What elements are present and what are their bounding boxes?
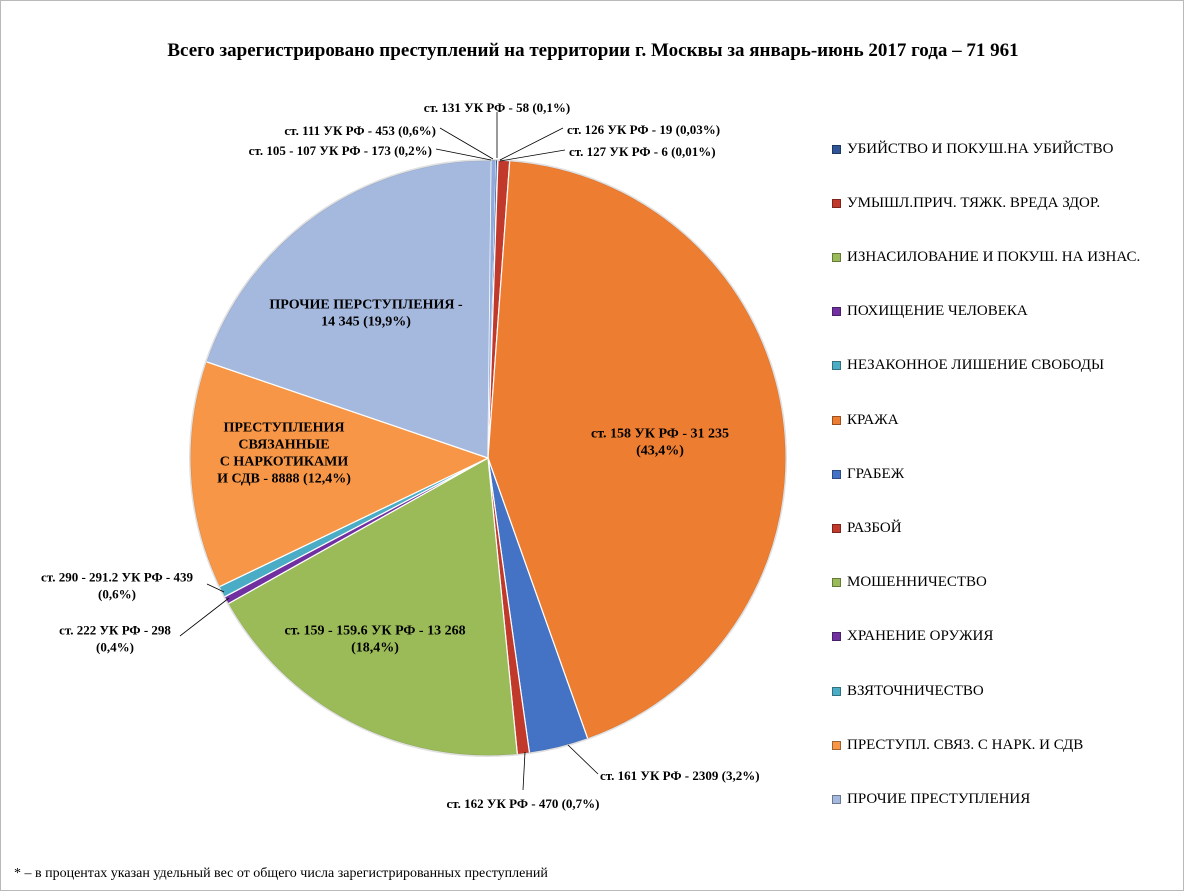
slice-label: ст. 127 УК РФ - 6 (0,01%) <box>569 144 716 159</box>
legend-label: РАЗБОЙ <box>847 519 902 536</box>
legend-item: ИЗНАСИЛОВАНИЕ И ПОКУШ. НА ИЗНАС. <box>832 247 1140 267</box>
leader-line <box>179 597 230 637</box>
chart-title: Всего зарегистрировано преступлений на т… <box>167 40 1019 61</box>
legend-item: ГРАБЕЖ <box>832 464 904 484</box>
legend-swatch <box>832 415 841 425</box>
slice-label: ст. 111 УК РФ - 453 (0,6%) <box>284 123 436 138</box>
legend-label: ИЗНАСИЛОВАНИЕ И ПОКУШ. НА ИЗНАС. <box>847 248 1141 265</box>
legend-swatch <box>832 578 841 588</box>
legend-item: ПРОЧИЕ ПРЕСТУПЛЕНИЯ <box>832 789 1030 809</box>
pie-slice <box>487 160 787 740</box>
legend-swatch <box>832 361 841 371</box>
leader-line <box>206 583 225 593</box>
leader-line <box>499 149 566 162</box>
footnote: * – в процентах указан удельный вес от о… <box>14 866 548 881</box>
slice-label: ст. 162 УК РФ - 470 (0,7%) <box>446 796 599 811</box>
leader-line <box>499 127 564 161</box>
pie-slice <box>189 360 490 588</box>
slice-label: ст. 158 УК РФ - 31 235 (43,4%) <box>591 427 729 459</box>
legend-item: ПОХИЩЕНИЕ ЧЕЛОВЕКА <box>832 302 1028 322</box>
slice-label: ст. 159 - 159.6 УК РФ - 13 268 (18,4%) <box>284 624 465 656</box>
slice-label: ст. 290 - 291.2 УК РФ - 439 (0,6%) <box>41 570 193 602</box>
legend-swatch <box>832 307 841 317</box>
legend-label: ХРАНЕНИЕ ОРУЖИЯ <box>847 628 994 645</box>
legend-swatch <box>832 794 841 804</box>
legend-item: УБИЙСТВО И ПОКУШ.НА УБИЙСТВО <box>832 139 1113 159</box>
legend-label: КРАЖА <box>847 411 899 428</box>
legend-label: ГРАБЕЖ <box>847 465 905 482</box>
legend-label: УМЫШЛ.ПРИЧ. ТЯЖК. ВРЕДА ЗДОР. <box>847 194 1101 211</box>
slice-label: ПРЕСТУПЛЕНИЯ СВЯЗАННЫЕ С НАРКОТИКАМИ И СДВ … <box>217 421 351 487</box>
legend-label: ПОХИЩЕНИЕ ЧЕЛОВЕКА <box>847 303 1028 320</box>
legend-item: НЕЗАКОННОЕ ЛИШЕНИЕ СВОБОДЫ <box>832 356 1104 376</box>
legend-item: КРАЖА <box>832 410 899 430</box>
slice-label: ст. 131 УК РФ - 58 (0,1%) <box>424 100 571 115</box>
legend-item: ВЗЯТОЧНИЧЕСТВО <box>832 681 984 701</box>
legend-item: МОШЕННИЧЕСТВО <box>832 573 987 593</box>
legend-item: УМЫШЛ.ПРИЧ. ТЯЖК. ВРЕДА ЗДОР. <box>832 193 1100 213</box>
legend-item: ХРАНЕНИЕ ОРУЖИЯ <box>832 627 993 647</box>
pie-slice <box>487 159 497 459</box>
legend-swatch <box>832 198 841 208</box>
legend-label: ПРЕСТУПЛ. СВЯЗ. С НАРК. И СДВ <box>847 736 1084 753</box>
legend-label: УБИЙСТВО И ПОКУШ.НА УБИЙСТВО <box>847 140 1114 157</box>
slice-label: ст. 126 УК РФ - 19 (0,03%) <box>567 122 720 137</box>
legend-swatch <box>832 686 841 696</box>
leader-line <box>567 744 599 775</box>
slice-label: ст. 222 УК РФ - 298 (0,4%) <box>59 623 171 655</box>
legend-label: НЕЗАКОННОЕ ЛИШЕНИЕ СВОБОДЫ <box>847 357 1105 374</box>
slice-label: ПРОЧИЕ ПЕРСТУПЛЕНИЯ -14 345 (19,9%) <box>269 298 463 330</box>
legend-swatch <box>832 144 841 154</box>
pie-slice <box>227 457 519 757</box>
leader-line <box>439 127 494 160</box>
legend-swatch <box>832 740 841 750</box>
pie-outline <box>189 159 787 757</box>
legend-swatch <box>832 632 841 642</box>
legend-swatch <box>832 469 841 479</box>
leader-line <box>435 148 492 161</box>
legend-item: ПРЕСТУПЛ. СВЯЗ. С НАРК. И СДВ <box>832 735 1083 755</box>
slice-label: ст. 105 - 107 УК РФ - 173 (0,2%) <box>249 143 432 158</box>
legend-swatch <box>832 523 841 533</box>
pie-slice <box>205 159 492 459</box>
leader-line <box>522 751 526 791</box>
legend-item: РАЗБОЙ <box>832 518 902 538</box>
legend-label: ПРОЧИЕ ПРЕСТУПЛЕНИЯ <box>847 790 1031 807</box>
legend-label: МОШЕННИЧЕСТВО <box>847 574 987 591</box>
slice-label: ст. 161 УК РФ - 2309 (3,2%) <box>600 768 760 783</box>
legend-label: ВЗЯТОЧНИЧЕСТВО <box>847 682 984 699</box>
legend-swatch <box>832 252 841 262</box>
